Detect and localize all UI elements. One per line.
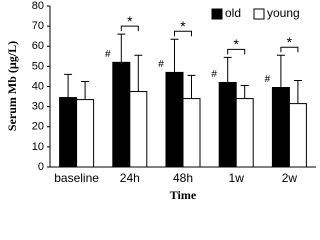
bar xyxy=(271,87,290,168)
legend-swatch xyxy=(211,8,223,20)
x-tick-label: 24h xyxy=(120,171,140,185)
x-tick-label: 48h xyxy=(173,171,193,185)
error-bar xyxy=(187,74,196,99)
significance-marker: * xyxy=(127,13,133,29)
x-tick-label: 2w xyxy=(282,171,298,185)
bar xyxy=(129,91,148,168)
significance-marker: * xyxy=(287,34,293,50)
x-tick-label: baseline xyxy=(54,171,99,185)
legend-label: young xyxy=(267,6,300,20)
bar xyxy=(59,97,78,168)
bar xyxy=(165,71,184,168)
error-bar xyxy=(134,54,143,92)
error-bar xyxy=(117,33,126,63)
x-tick-label: 1w xyxy=(229,171,245,185)
old-marker: # xyxy=(158,59,164,70)
bar xyxy=(112,61,131,168)
bar xyxy=(76,99,95,168)
significance-bracket xyxy=(120,25,139,32)
significance-marker: * xyxy=(233,36,239,52)
y-tick-label: 0 xyxy=(38,161,44,173)
y-tick-label: 80 xyxy=(32,0,44,12)
y-tick-label: 20 xyxy=(32,121,44,133)
chart: Serum Mb (μg/L) Time 0 10 20 30 40 50 60 70 80 ba… xyxy=(5,0,316,202)
legend-swatch xyxy=(253,8,265,20)
y-axis-label: Serum Mb (μg/L) xyxy=(5,41,19,131)
significance-bracket xyxy=(280,46,299,53)
significance-bracket xyxy=(227,48,246,55)
legend-label: old xyxy=(225,6,241,20)
error-bar xyxy=(293,79,302,104)
y-tick-label: 40 xyxy=(32,80,44,92)
error-bar xyxy=(276,54,285,88)
y-tick-label: 60 xyxy=(32,40,44,52)
bar xyxy=(218,81,237,168)
error-bar xyxy=(240,84,249,99)
error-bar xyxy=(64,73,73,98)
error-bar xyxy=(81,80,90,100)
old-marker: # xyxy=(211,69,217,80)
y-tick-label: 70 xyxy=(32,20,44,32)
x-axis-label: Time xyxy=(170,188,197,202)
significance-bracket xyxy=(174,30,192,37)
bar xyxy=(235,98,254,168)
y-tick-label: 10 xyxy=(32,141,44,153)
error-bar xyxy=(170,38,179,73)
old-marker: # xyxy=(265,74,271,85)
bar xyxy=(182,98,201,168)
significance-marker: * xyxy=(180,18,186,34)
y-tick-label: 30 xyxy=(32,101,44,113)
bar xyxy=(288,103,307,168)
old-marker: # xyxy=(105,49,111,60)
error-bar xyxy=(223,56,232,83)
y-tick-label: 50 xyxy=(32,60,44,72)
